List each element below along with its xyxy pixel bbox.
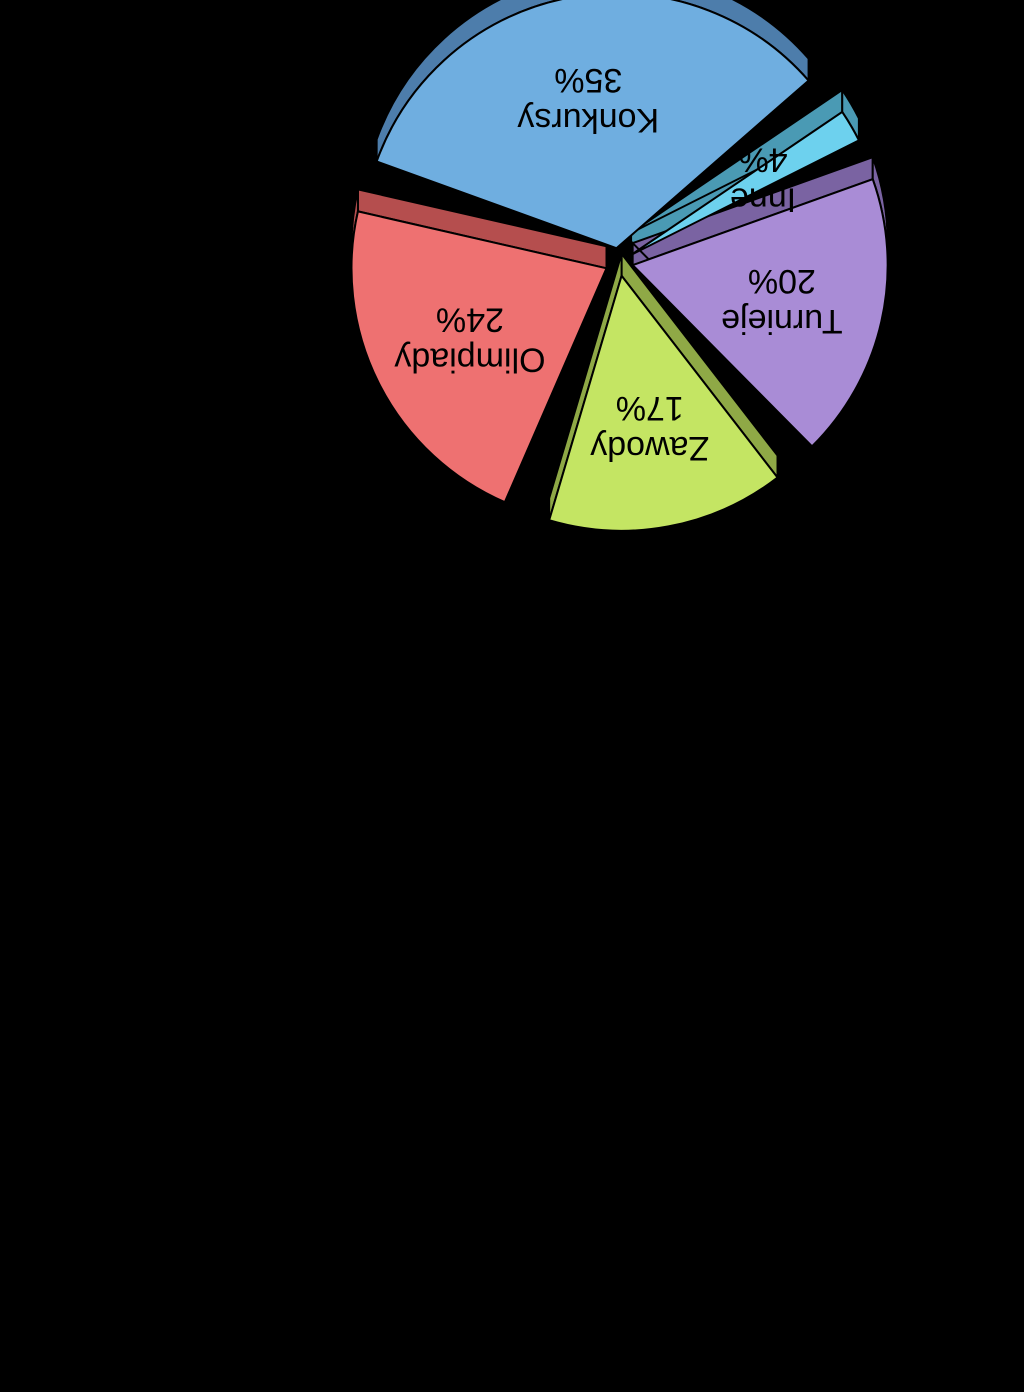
pie-slice-label-percent: 20% xyxy=(748,262,816,300)
pie-chart-svg: Olimpiady24% Konkursy35% Inne4% Turnieje20%… xyxy=(0,0,1024,1392)
pie-slice-label-name: Konkursy xyxy=(517,101,659,139)
pie-slice-label-percent: 24% xyxy=(436,300,504,338)
pie-slice-label-name: Olimpiady xyxy=(394,340,545,378)
pie-slice-label-percent: 35% xyxy=(554,61,622,99)
pie-chart-container: Olimpiady24% Konkursy35% Inne4% Turnieje20%… xyxy=(0,0,1024,1392)
pie-slice-label-name: Inne xyxy=(730,181,796,219)
pie-slice-label-percent: 17% xyxy=(616,389,684,427)
pie-slice-label-name: Turnieje xyxy=(721,302,843,340)
pie-slice-label-name: Zawody xyxy=(590,429,709,467)
pie-slice-label-percent: 4% xyxy=(738,141,787,179)
